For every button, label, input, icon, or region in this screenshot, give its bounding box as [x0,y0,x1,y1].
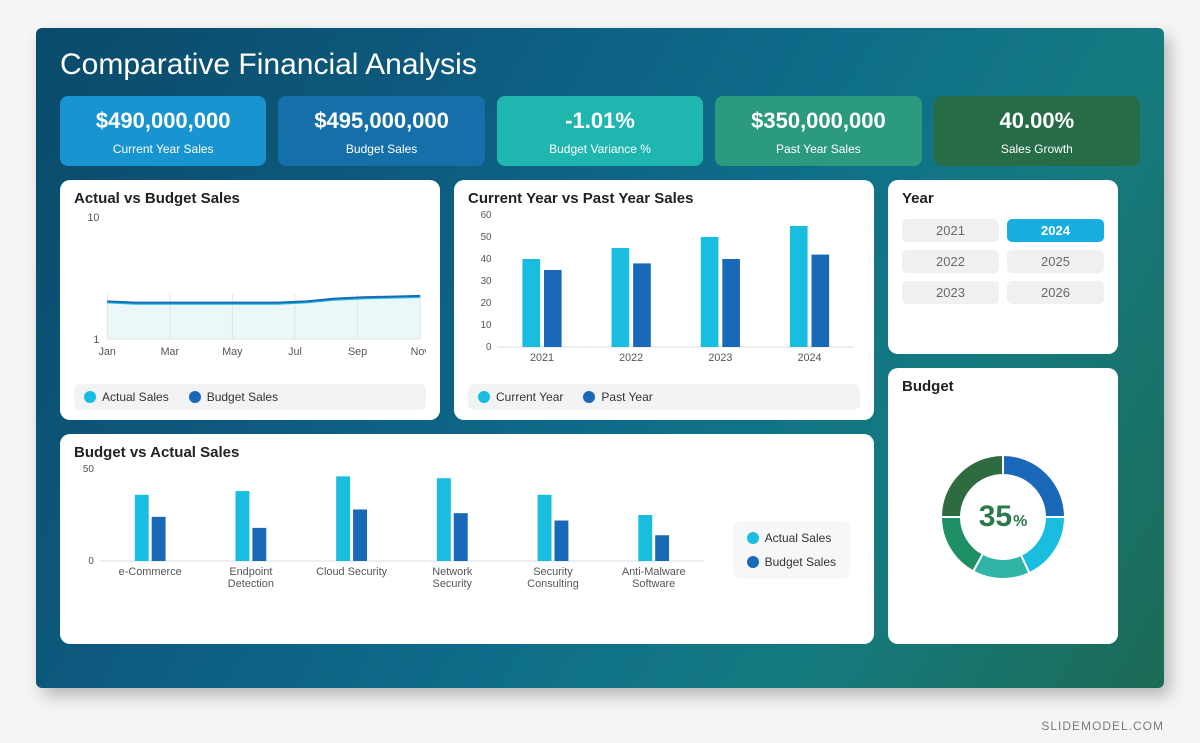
chart-title: Budget vs Actual Sales [74,444,860,461]
svg-text:1: 1 [93,334,99,346]
svg-text:2022: 2022 [619,352,643,364]
line-chart: 1 10 Jan Mar May Jul Sep Nov [74,211,426,361]
svg-text:Nov: Nov [411,346,426,358]
svg-text:Security: Security [433,578,473,590]
page-title: Comparative Financial Analysis [60,48,1140,82]
card-budget-donut: Budget 35% [888,368,1118,644]
bar-chart-year: 0 10 20 30 40 50 60 2021 2022 2023 2024 [468,211,860,371]
svg-text:Security: Security [533,566,573,578]
donut-suffix: % [1013,513,1027,531]
kpi-card-4: 40.00% Sales Growth [934,96,1140,166]
kpi-label: Past Year Sales [721,142,915,156]
kpi-card-3: $350,000,000 Past Year Sales [715,96,921,166]
card-year-filter: Year 2021 2024 2022 2025 2023 2026 [888,180,1118,354]
year-option-2022[interactable]: 2022 [902,250,999,273]
svg-text:Network: Network [432,566,473,578]
donut-center-value: 35% [979,500,1028,534]
chart-title: Current Year vs Past Year Sales [468,190,860,207]
legend-item: Past Year [583,390,652,404]
legend-item: Budget Sales [747,555,836,569]
bar-chart-category-legend: Actual Sales Budget Sales [733,521,850,579]
kpi-value: $490,000,000 [66,108,260,134]
kpi-label: Budget Variance % [503,142,697,156]
year-grid: 2021 2024 2022 2025 2023 2026 [902,219,1104,304]
kpi-label: Budget Sales [284,142,478,156]
svg-text:50: 50 [83,465,94,475]
svg-text:10: 10 [87,212,99,224]
bar-chart-year-legend: Current Year Past Year [468,384,860,410]
svg-text:Software: Software [632,578,675,590]
svg-text:2021: 2021 [530,352,554,364]
kpi-card-2: -1.01% Budget Variance % [497,96,703,166]
svg-text:0: 0 [88,556,94,567]
svg-text:Anti-Malware: Anti-Malware [622,566,686,578]
svg-text:10: 10 [481,320,492,331]
svg-text:Jul: Jul [288,346,302,358]
svg-text:0: 0 [486,342,492,353]
kpi-value: $350,000,000 [721,108,915,134]
legend-item: Budget Sales [189,390,278,404]
slide: Comparative Financial Analysis $490,000,… [36,28,1164,688]
kpi-label: Sales Growth [940,142,1134,156]
year-option-2021[interactable]: 2021 [902,219,999,242]
svg-text:Jan: Jan [99,346,116,358]
footer-brand: SLIDEMODEL.COM [1041,719,1164,733]
card-current-vs-past: Current Year vs Past Year Sales 0 10 20 30 4… [454,180,874,420]
svg-text:2023: 2023 [708,352,732,364]
kpi-card-0: $490,000,000 Current Year Sales [60,96,266,166]
kpi-value: 40.00% [940,108,1134,134]
card-title: Year [902,190,1104,207]
donut-value: 35 [979,500,1012,534]
svg-text:Mar: Mar [161,346,180,358]
kpi-card-1: $495,000,000 Budget Sales [278,96,484,166]
svg-text:30: 30 [481,276,492,287]
kpi-label: Current Year Sales [66,142,260,156]
svg-text:40: 40 [481,254,492,265]
svg-text:Cloud Security: Cloud Security [316,566,388,578]
svg-text:2024: 2024 [798,352,822,364]
svg-text:Sep: Sep [348,346,367,358]
legend-item: Actual Sales [747,531,836,545]
year-option-2025[interactable]: 2025 [1007,250,1104,273]
svg-text:May: May [222,346,243,358]
kpi-value: -1.01% [503,108,697,134]
year-option-2023[interactable]: 2023 [902,281,999,304]
line-chart-legend: Actual Sales Budget Sales [74,384,426,410]
legend-item: Actual Sales [84,390,169,404]
year-option-2026[interactable]: 2026 [1007,281,1104,304]
bar-chart-category: 0 50 e-Commerce EndpointDetection Cloud Secu… [74,465,710,595]
svg-text:Consulting: Consulting [527,578,579,590]
svg-text:Endpoint: Endpoint [229,566,272,578]
svg-text:e-Commerce: e-Commerce [119,566,182,578]
card-title: Budget [902,378,1104,395]
svg-text:60: 60 [481,211,492,221]
svg-text:20: 20 [481,298,492,309]
svg-text:50: 50 [481,232,492,243]
svg-text:Detection: Detection [228,578,274,590]
chart-title: Actual vs Budget Sales [74,190,426,207]
legend-item: Current Year [478,390,563,404]
kpi-row: $490,000,000 Current Year Sales$495,000,… [60,96,1140,166]
kpi-value: $495,000,000 [284,108,478,134]
card-actual-vs-budget: Actual vs Budget Sales 1 10 Jan Mar May Jul Se… [60,180,440,420]
card-budget-vs-actual: Budget vs Actual Sales 0 50 e-Commerce Endp… [60,434,874,644]
year-option-2024[interactable]: 2024 [1007,219,1104,242]
